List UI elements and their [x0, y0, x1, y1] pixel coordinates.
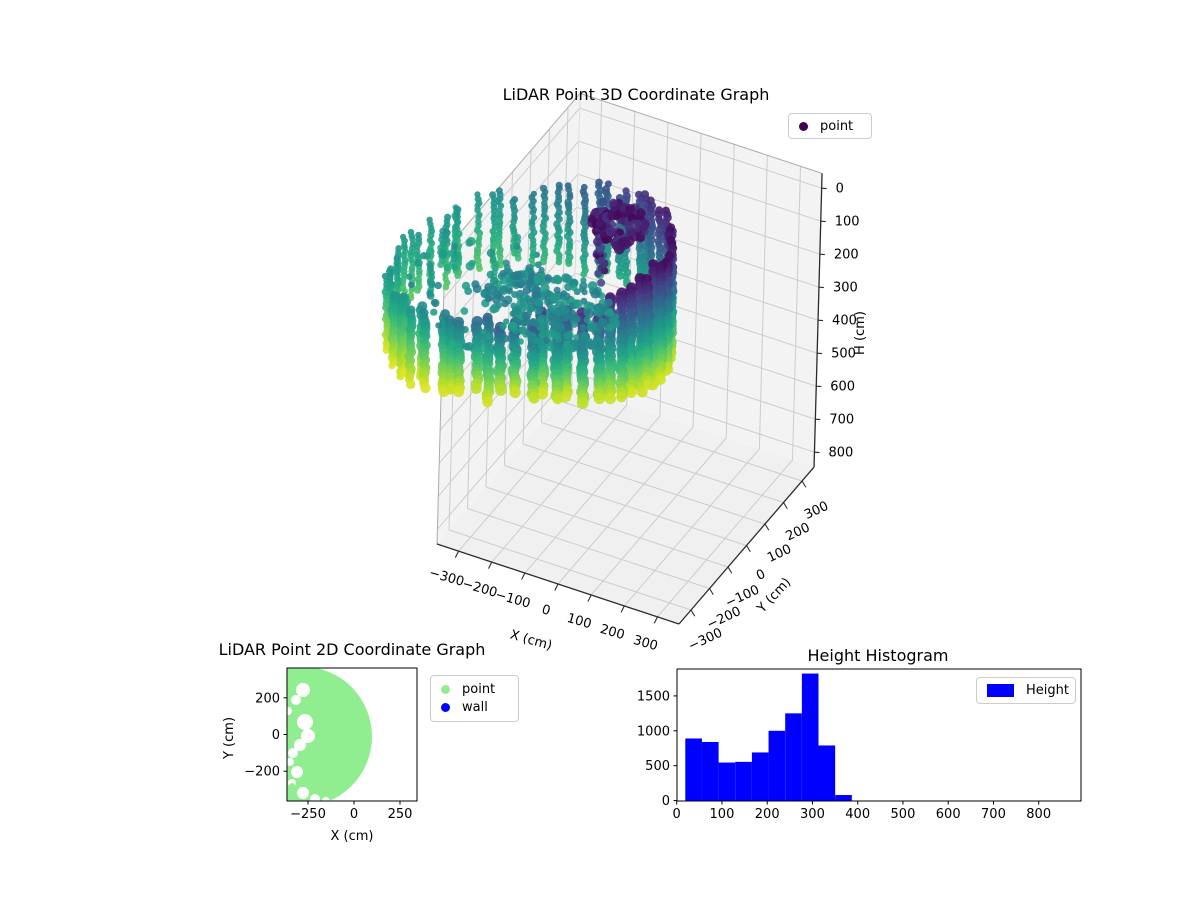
legend-entry-point: point: [799, 119, 861, 134]
svg-text:400: 400: [845, 807, 870, 822]
svg-text:300: 300: [800, 807, 825, 822]
svg-text:600: 600: [936, 807, 961, 822]
legend-entry-point: point: [441, 682, 508, 697]
svg-text:700: 700: [981, 807, 1006, 822]
legend-label: point: [462, 682, 496, 697]
svg-text:0: 0: [662, 794, 670, 809]
svg-text:800: 800: [828, 446, 853, 461]
cluster-furniture-mass: [480, 264, 620, 353]
svg-text:0: 0: [754, 567, 768, 584]
svg-text:−250: −250: [290, 807, 326, 822]
point-marker-icon: [799, 121, 808, 131]
svg-text:0: 0: [836, 182, 844, 197]
svg-text:0: 0: [350, 807, 358, 822]
svg-text:100: 100: [565, 611, 593, 632]
histogram-bar: [701, 741, 719, 801]
histogram-bar: [735, 761, 752, 801]
point-marker-icon: [441, 685, 450, 694]
svg-text:0: 0: [272, 728, 280, 743]
svg-text:200: 200: [598, 622, 626, 643]
histogram: [676, 668, 1082, 802]
svg-text:200: 200: [784, 520, 813, 544]
svg-text:500: 500: [831, 347, 856, 362]
svg-text:1500: 1500: [637, 689, 670, 704]
legend-label: point: [820, 118, 854, 134]
svg-text:500: 500: [891, 807, 916, 822]
svg-text:250: 250: [388, 807, 413, 822]
plot3d-legend: point: [788, 113, 872, 139]
legend-entry-height: Height: [987, 683, 1069, 698]
histogram-ticks: 0 100 200 300 400 500 600 700 800 0 500 1000 1500: [637, 689, 1051, 822]
plot2d-title: LiDAR Point 2D Coordinate Graph: [218, 640, 486, 659]
svg-text:0: 0: [673, 807, 681, 822]
svg-text:Y (cm): Y (cm): [222, 717, 237, 760]
svg-text:300: 300: [802, 499, 831, 523]
point-cloud-front: [381, 260, 668, 410]
histogram-legend: Height: [976, 677, 1076, 704]
histogram-bar: [818, 745, 836, 801]
histogram-bar: [801, 673, 819, 801]
legend-label: Height: [1026, 683, 1069, 698]
svg-text:200: 200: [755, 807, 780, 822]
svg-text:X (cm): X (cm): [508, 627, 553, 653]
svg-text:500: 500: [645, 759, 670, 774]
histogram-bars: [685, 673, 852, 801]
svg-text:200: 200: [834, 248, 859, 263]
svg-text:−300: −300: [427, 566, 465, 590]
histogram-bar: [718, 762, 736, 801]
legend-entry-wall: wall: [441, 700, 508, 715]
svg-text:1000: 1000: [637, 724, 670, 739]
svg-text:300: 300: [631, 633, 659, 654]
svg-text:300: 300: [833, 281, 858, 296]
svg-text:−200: −200: [460, 577, 498, 601]
plot2d-legend: point wall: [430, 675, 519, 722]
scatter-disc: [287, 668, 372, 801]
histogram-title: Height Histogram: [807, 646, 949, 665]
histogram-bar: [685, 738, 702, 801]
svg-text:100: 100: [710, 807, 735, 822]
plot2d-ticks: −250 0 250 200 0 −200 X (cm) Y (cm): [222, 691, 412, 844]
svg-text:700: 700: [829, 413, 854, 428]
svg-text:0: 0: [540, 602, 552, 619]
svg-text:−300: −300: [686, 626, 725, 655]
svg-text:−100: −100: [494, 588, 532, 612]
svg-text:−200: −200: [244, 765, 280, 780]
svg-text:−200: −200: [705, 604, 744, 633]
svg-text:X (cm): X (cm): [331, 829, 374, 844]
svg-text:200: 200: [255, 691, 280, 706]
svg-text:800: 800: [1026, 807, 1051, 822]
height-patch-icon: [987, 684, 1014, 697]
cluster-dark-object: [587, 198, 650, 255]
histogram-bar: [785, 713, 802, 801]
histogram-bar: [751, 752, 769, 801]
wall-marker-icon: [441, 703, 450, 712]
legend-label: wall: [462, 700, 488, 715]
plot3d-title: LiDAR Point 3D Coordinate Graph: [502, 85, 770, 104]
svg-text:100: 100: [835, 215, 860, 230]
plot2d: [286, 667, 418, 802]
svg-text:600: 600: [830, 380, 855, 395]
svg-text:H (cm): H (cm): [853, 311, 868, 355]
svg-text:100: 100: [765, 542, 794, 566]
histogram-bar: [835, 795, 852, 801]
histogram-bar: [768, 730, 786, 801]
svg-text:400: 400: [832, 314, 857, 329]
